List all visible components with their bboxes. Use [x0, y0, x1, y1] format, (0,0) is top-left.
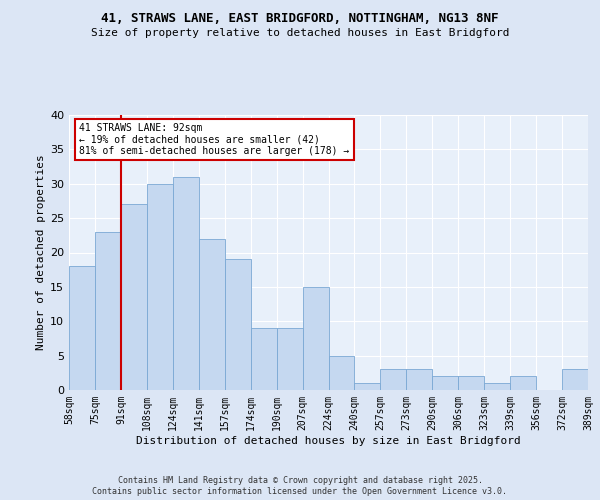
Bar	[458, 376, 484, 390]
X-axis label: Distribution of detached houses by size in East Bridgford: Distribution of detached houses by size …	[136, 436, 521, 446]
Text: Contains public sector information licensed under the Open Government Licence v3: Contains public sector information licen…	[92, 487, 508, 496]
Bar	[225, 260, 251, 390]
Bar	[510, 376, 536, 390]
Text: Size of property relative to detached houses in East Bridgford: Size of property relative to detached ho…	[91, 28, 509, 38]
Bar	[277, 328, 302, 390]
Bar	[433, 376, 458, 390]
Bar	[484, 383, 510, 390]
Bar	[173, 177, 199, 390]
Bar	[406, 370, 432, 390]
Bar	[147, 184, 173, 390]
Bar	[302, 287, 329, 390]
Bar	[121, 204, 147, 390]
Bar	[251, 328, 277, 390]
Text: Contains HM Land Registry data © Crown copyright and database right 2025.: Contains HM Land Registry data © Crown c…	[118, 476, 482, 485]
Text: 41, STRAWS LANE, EAST BRIDGFORD, NOTTINGHAM, NG13 8NF: 41, STRAWS LANE, EAST BRIDGFORD, NOTTING…	[101, 12, 499, 26]
Bar	[199, 239, 224, 390]
Bar	[380, 370, 406, 390]
Bar	[562, 370, 588, 390]
Bar	[95, 232, 121, 390]
Y-axis label: Number of detached properties: Number of detached properties	[36, 154, 46, 350]
Bar	[69, 266, 95, 390]
Bar	[355, 383, 380, 390]
Bar	[329, 356, 355, 390]
Text: 41 STRAWS LANE: 92sqm
← 19% of detached houses are smaller (42)
81% of semi-deta: 41 STRAWS LANE: 92sqm ← 19% of detached …	[79, 123, 350, 156]
